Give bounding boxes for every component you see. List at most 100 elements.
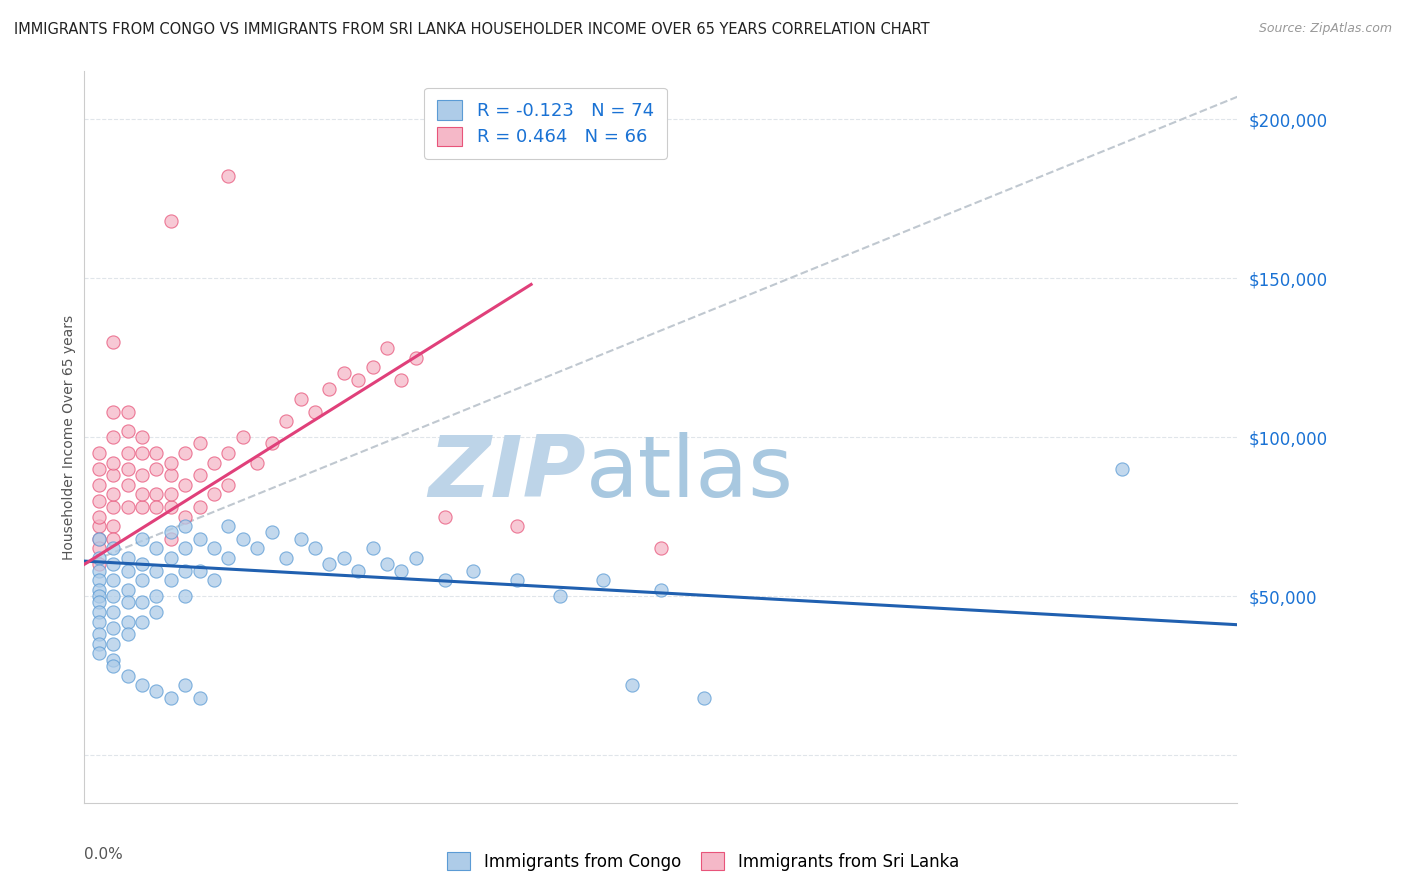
Point	[117, 564, 139, 578]
Point	[160, 550, 183, 565]
Point	[87, 558, 110, 572]
Point	[87, 582, 110, 597]
Point	[246, 541, 269, 556]
Point	[202, 541, 225, 556]
Point	[650, 582, 672, 597]
Text: IMMIGRANTS FROM CONGO VS IMMIGRANTS FROM SRI LANKA HOUSEHOLDER INCOME OVER 65 YE: IMMIGRANTS FROM CONGO VS IMMIGRANTS FROM…	[14, 22, 929, 37]
Point	[693, 690, 716, 705]
Point	[188, 436, 211, 450]
Point	[117, 404, 139, 418]
Point	[131, 487, 153, 501]
Point	[145, 684, 167, 698]
Point	[87, 573, 110, 587]
Point	[232, 532, 254, 546]
Point	[117, 477, 139, 491]
Point	[160, 532, 183, 546]
Point	[87, 532, 110, 546]
Point	[117, 668, 139, 682]
Point	[131, 558, 153, 572]
Point	[232, 430, 254, 444]
Point	[260, 525, 283, 540]
Point	[103, 334, 124, 349]
Point	[160, 468, 183, 483]
Point	[174, 509, 197, 524]
Point	[117, 627, 139, 641]
Point	[188, 500, 211, 514]
Point	[87, 477, 110, 491]
Point	[592, 573, 614, 587]
Point	[87, 646, 110, 660]
Point	[103, 637, 124, 651]
Point	[131, 678, 153, 692]
Point	[131, 573, 153, 587]
Point	[318, 558, 340, 572]
Point	[103, 519, 124, 533]
Point	[160, 214, 183, 228]
Point	[87, 519, 110, 533]
Point	[131, 595, 153, 609]
Text: Source: ZipAtlas.com: Source: ZipAtlas.com	[1258, 22, 1392, 36]
Point	[103, 430, 124, 444]
Point	[361, 541, 384, 556]
Point	[174, 589, 197, 603]
Point	[103, 532, 124, 546]
Point	[506, 573, 529, 587]
Point	[290, 532, 312, 546]
Point	[333, 550, 356, 565]
Point	[103, 456, 124, 470]
Point	[375, 558, 398, 572]
Point	[103, 653, 124, 667]
Point	[160, 487, 183, 501]
Point	[131, 446, 153, 460]
Point	[117, 424, 139, 438]
Point	[87, 446, 110, 460]
Point	[103, 589, 124, 603]
Point	[621, 678, 644, 692]
Point	[405, 550, 427, 565]
Point	[131, 430, 153, 444]
Point	[276, 414, 298, 428]
Point	[117, 500, 139, 514]
Point	[218, 477, 240, 491]
Point	[117, 550, 139, 565]
Point	[87, 637, 110, 651]
Point	[174, 477, 197, 491]
Point	[87, 627, 110, 641]
Point	[117, 615, 139, 629]
Point	[131, 615, 153, 629]
Point	[391, 564, 413, 578]
Point	[87, 615, 110, 629]
Point	[160, 573, 183, 587]
Point	[103, 404, 124, 418]
Point	[103, 621, 124, 635]
Point	[290, 392, 312, 406]
Point	[87, 589, 110, 603]
Point	[174, 564, 197, 578]
Point	[650, 541, 672, 556]
Point	[145, 564, 167, 578]
Point	[103, 573, 124, 587]
Point	[548, 589, 571, 603]
Point	[87, 493, 110, 508]
Point	[131, 532, 153, 546]
Point	[87, 509, 110, 524]
Point	[276, 550, 298, 565]
Point	[145, 462, 167, 476]
Point	[405, 351, 427, 365]
Point	[145, 541, 167, 556]
Point	[260, 436, 283, 450]
Point	[218, 550, 240, 565]
Text: atlas: atlas	[586, 432, 794, 516]
Point	[433, 509, 456, 524]
Point	[202, 573, 225, 587]
Point	[87, 462, 110, 476]
Point	[188, 564, 211, 578]
Point	[117, 595, 139, 609]
Y-axis label: Householder Income Over 65 years: Householder Income Over 65 years	[62, 315, 76, 559]
Point	[246, 456, 269, 470]
Point	[87, 550, 110, 565]
Point	[145, 500, 167, 514]
Point	[103, 659, 124, 673]
Text: ZIP: ZIP	[429, 432, 586, 516]
Point	[391, 373, 413, 387]
